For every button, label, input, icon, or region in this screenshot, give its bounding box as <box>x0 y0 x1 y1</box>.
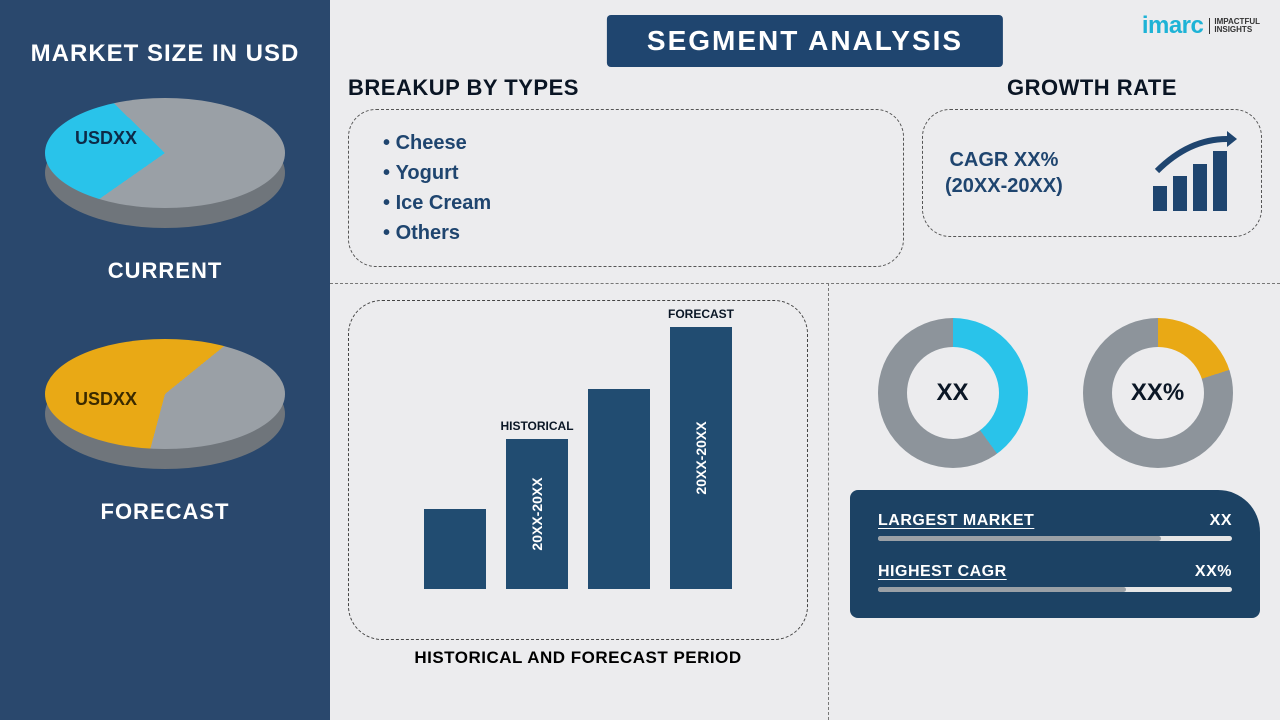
pie-forecast-value: USDXX <box>75 389 137 410</box>
info-row: LARGEST MARKET XX <box>878 512 1232 541</box>
growth-line1: CAGR XX% <box>945 147 1063 173</box>
growth-text: CAGR XX% (20XX-20XX) <box>945 147 1063 199</box>
logo: imarc IMPACTFUL INSIGHTS <box>1142 12 1260 40</box>
info-bar-track <box>878 536 1232 541</box>
bar-box: HISTORICAL20XX-20XXFORECAST20XX-20XX <box>348 300 808 640</box>
pie-current-label: CURRENT <box>45 258 285 284</box>
bar: HISTORICAL20XX-20XX <box>506 439 568 589</box>
breakup-item: Cheese <box>383 128 875 158</box>
donut-value: XX% <box>1131 379 1184 407</box>
donut-value: XX <box>936 379 968 407</box>
horizontal-divider <box>330 283 1280 284</box>
bar-caption: HISTORICAL AND FORECAST PERIOD <box>348 648 808 668</box>
info-label: HIGHEST CAGR <box>878 563 1007 581</box>
info-value: XX <box>1210 512 1232 530</box>
pie-current-top <box>45 98 285 208</box>
top-row: BREAKUP BY TYPES CheeseYogurtIce CreamOt… <box>348 75 1262 275</box>
info-label: LARGEST MARKET <box>878 512 1034 530</box>
vertical-divider <box>828 283 829 720</box>
pie-forecast-label: FORECAST <box>45 499 285 525</box>
info-top: LARGEST MARKET XX <box>878 512 1232 530</box>
breakup-heading: BREAKUP BY TYPES <box>348 75 904 101</box>
breakup-item: Ice Cream <box>383 188 875 218</box>
info-bar-track <box>878 587 1232 592</box>
growth-section: GROWTH RATE CAGR XX% (20XX-20XX) <box>922 75 1262 275</box>
left-panel: MARKET SIZE IN USD USDXX CURRENT USDXX F… <box>0 0 330 720</box>
bar-inner-label: 20XX-20XX <box>693 421 709 494</box>
pie-forecast: USDXX <box>45 339 285 479</box>
donut-row: XX XX% <box>850 305 1260 480</box>
info-top: HIGHEST CAGR XX% <box>878 563 1232 581</box>
title-banner: SEGMENT ANALYSIS <box>607 15 1003 67</box>
bar <box>588 389 650 589</box>
right-area: SEGMENT ANALYSIS imarc IMPACTFUL INSIGHT… <box>330 0 1280 720</box>
bar-panel: HISTORICAL20XX-20XXFORECAST20XX-20XX HIS… <box>348 300 808 702</box>
breakup-box: CheeseYogurtIce CreamOthers <box>348 109 904 267</box>
donut: XX <box>878 318 1028 468</box>
breakup-list: CheeseYogurtIce CreamOthers <box>377 128 875 248</box>
logo-tag2: INSIGHTS <box>1214 26 1260 34</box>
right-bottom: XX XX% LARGEST MARKET XX HIGHEST CAGR XX% <box>850 305 1260 702</box>
info-card: LARGEST MARKET XX HIGHEST CAGR XX% <box>850 490 1260 618</box>
bar: FORECAST20XX-20XX <box>670 327 732 589</box>
pie-forecast-wrap: USDXX FORECAST <box>45 339 285 525</box>
breakup-item: Others <box>383 218 875 248</box>
donut: XX% <box>1083 318 1233 468</box>
growth-box: CAGR XX% (20XX-20XX) <box>922 109 1262 237</box>
bar-top-label: HISTORICAL <box>500 419 573 433</box>
info-value: XX% <box>1195 563 1232 581</box>
pie-current-value: USDXX <box>75 128 137 149</box>
market-size-title: MARKET SIZE IN USD <box>31 40 300 68</box>
bar <box>424 509 486 589</box>
logo-text: imarc <box>1142 12 1204 40</box>
pie-current-wrap: USDXX CURRENT <box>45 98 285 284</box>
pie-current: USDXX <box>45 98 285 238</box>
logo-main: imarc <box>1142 12 1204 39</box>
logo-tagline: IMPACTFUL INSIGHTS <box>1209 18 1260 34</box>
growth-heading: GROWTH RATE <box>922 75 1262 101</box>
growth-icon <box>1149 131 1239 216</box>
info-bar-fill <box>878 536 1161 541</box>
growth-line2: (20XX-20XX) <box>945 173 1063 199</box>
bar-area: HISTORICAL20XX-20XXFORECAST20XX-20XX <box>377 319 779 589</box>
bar-top-label: FORECAST <box>668 307 734 321</box>
info-bar-fill <box>878 587 1126 592</box>
bar-inner-label: 20XX-20XX <box>529 477 545 550</box>
info-row: HIGHEST CAGR XX% <box>878 563 1232 592</box>
breakup-section: BREAKUP BY TYPES CheeseYogurtIce CreamOt… <box>348 75 904 275</box>
breakup-item: Yogurt <box>383 158 875 188</box>
